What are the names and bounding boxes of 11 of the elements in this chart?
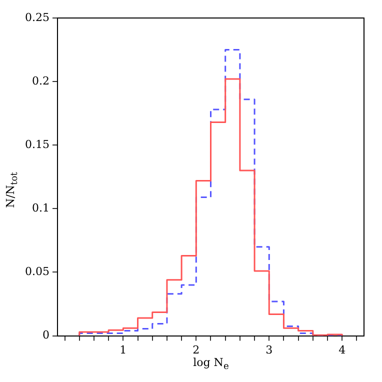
y-tick-label: 0.1 xyxy=(32,202,50,215)
x-tick-label: 4 xyxy=(338,343,346,356)
y-tick-label: 0.25 xyxy=(24,10,50,24)
x-axis-title: log N$_{e}$ xyxy=(192,356,230,372)
y-tick-label: 0.15 xyxy=(24,138,50,151)
x-tick-label: 2 xyxy=(192,343,200,356)
y-tick-label: 0.05 xyxy=(24,265,50,278)
y-tick-label: 0.2 xyxy=(32,74,50,88)
y-tick-label: 0 xyxy=(42,328,50,342)
x-tick-label: 3 xyxy=(266,343,273,356)
x-tick-label: 1 xyxy=(120,343,127,356)
